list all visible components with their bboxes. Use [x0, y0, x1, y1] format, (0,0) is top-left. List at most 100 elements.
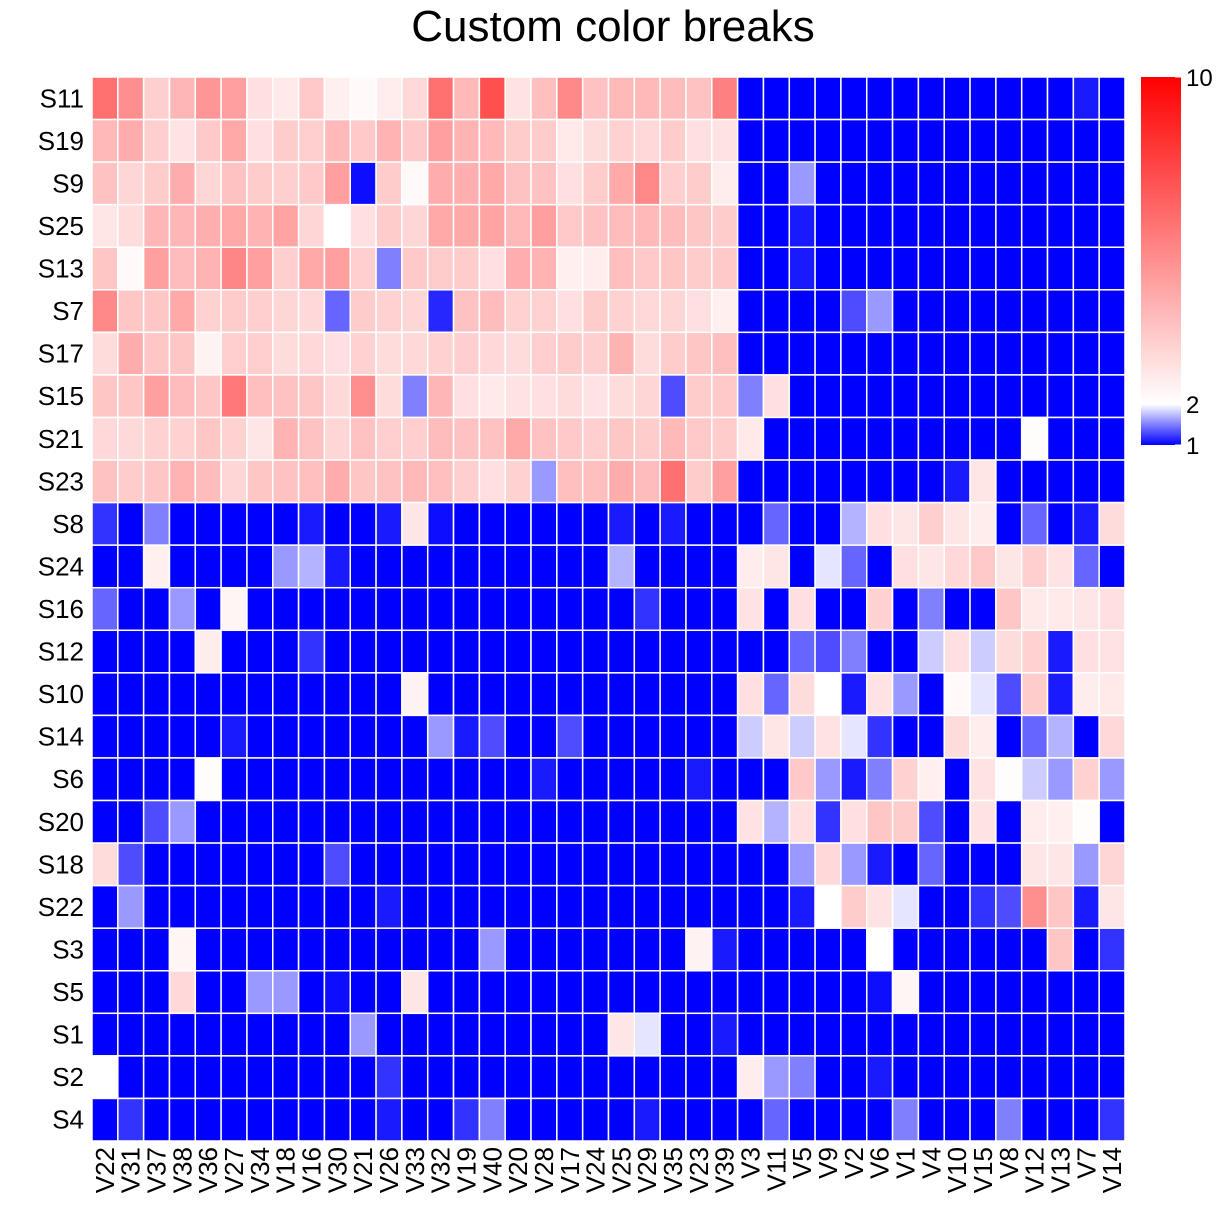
heatmap-cell-S24-V10: [943, 544, 971, 589]
heatmap-cell-S2-V5: [788, 1055, 816, 1100]
heatmap-cell-S3-V18: [272, 927, 300, 972]
heatmap-cell-S5-V14: [1098, 970, 1126, 1015]
heatmap-cell-S25-V12: [1020, 203, 1049, 248]
heatmap-cell-S24-V29: [633, 544, 661, 589]
heatmap-cell-S20-V27: [220, 799, 248, 844]
heatmap-cell-S5-V8: [995, 970, 1023, 1015]
heatmap-cell-S20-V8: [995, 799, 1023, 844]
heatmap-cell-S24-V36: [194, 544, 222, 589]
heatmap-cell-S6-V39: [711, 757, 739, 802]
heatmap-cell-S12-V2: [840, 629, 868, 674]
heatmap-cell-S4-V30: [323, 1097, 351, 1142]
heatmap-cell-S19-V2: [840, 118, 868, 163]
heatmap-cell-S11-V27: [220, 76, 248, 121]
heatmap-cell-S1-V6: [866, 1012, 894, 1057]
heatmap-cell-S4-V27: [220, 1097, 248, 1142]
heatmap-cell-S20-V28: [530, 799, 558, 844]
heatmap-cell-S14-V32: [426, 714, 455, 759]
heatmap-cell-S12-V19: [452, 629, 481, 674]
heatmap-cell-S22-V18: [272, 884, 300, 929]
heatmap-cell-S24-V16: [297, 544, 326, 589]
heatmap-cell-S16-V10: [943, 586, 971, 632]
heatmap-cell-S9-V35: [659, 161, 687, 206]
heatmap-cell-S25-V39: [711, 203, 739, 248]
row-label: S23: [38, 466, 84, 496]
heatmap-cell-S15-V39: [711, 374, 739, 419]
heatmap-cell-S7-V2: [840, 289, 868, 334]
heatmap-cell-S8-V31: [117, 501, 145, 546]
heatmap-cell-S22-V40: [478, 884, 506, 929]
heatmap-cell-S1-V13: [1046, 1012, 1075, 1057]
column-label: V8: [994, 1147, 1024, 1179]
heatmap-cell-S3-V26: [375, 927, 403, 972]
heatmap-cell-S11-V4: [917, 76, 945, 121]
heatmap-cell-S7-V40: [478, 289, 506, 334]
heatmap-cell-S17-V21: [349, 331, 377, 376]
heatmap-cell-S23-V15: [969, 459, 997, 504]
heatmap-cell-S23-V1: [891, 459, 920, 504]
heatmap-cell-S16-V30: [323, 586, 351, 632]
heatmap-cell-S8-V25: [607, 501, 636, 546]
heatmap-cell-S7-V32: [426, 289, 455, 334]
heatmap-cell-S10-V21: [349, 672, 377, 717]
heatmap-cell-S17-V17: [556, 331, 584, 376]
heatmap-cell-S18-V26: [375, 842, 403, 887]
column-label: V3: [736, 1147, 766, 1179]
heatmap-cell-S12-V33: [401, 629, 429, 674]
heatmap-cell-S15-V30: [323, 374, 351, 419]
heatmap-cell-S14-V26: [375, 714, 403, 759]
heatmap-cell-S25-V4: [917, 203, 945, 248]
heatmap-cell-S1-V11: [762, 1012, 791, 1057]
heatmap-cell-S8-V35: [659, 501, 687, 546]
heatmap-cell-S13-V2: [840, 246, 868, 291]
heatmap-cell-S3-V29: [633, 927, 661, 972]
heatmap-cell-S6-V20: [504, 757, 532, 802]
heatmap-cell-S10-V39: [711, 672, 739, 717]
heatmap-cell-S4-V36: [194, 1097, 222, 1142]
heatmap-cell-S22-V8: [995, 884, 1023, 929]
heatmap-cell-S17-V8: [995, 331, 1023, 376]
heatmap-cell-S5-V9: [814, 970, 842, 1015]
heatmap-cell-S11-V30: [323, 76, 351, 121]
heatmap-cell-S23-V34: [246, 459, 274, 504]
heatmap-cell-S22-V11: [762, 884, 791, 929]
heatmap-cell-S5-V24: [581, 970, 610, 1015]
row-label: S12: [38, 637, 84, 667]
heatmap-cell-S16-V28: [530, 586, 558, 632]
heatmap-cell-S10-V17: [556, 672, 584, 717]
heatmap-cell-S12-V7: [1072, 629, 1100, 674]
heatmap-cell-S20-V36: [194, 799, 222, 844]
heatmap-cell-S14-V14: [1098, 714, 1126, 759]
heatmap-cell-S15-V3: [736, 374, 765, 419]
heatmap-cell-S20-V25: [607, 799, 636, 844]
heatmap-cell-S24-V32: [426, 544, 455, 589]
heatmap-cell-S6-V6: [866, 757, 894, 802]
heatmap-cell-S19-V36: [194, 118, 222, 163]
heatmap-cell-S17-V14: [1098, 331, 1126, 376]
heatmap-cell-S9-V23: [685, 161, 713, 206]
heatmap-cell-S2-V17: [556, 1055, 584, 1100]
heatmap-cell-S2-V15: [969, 1055, 997, 1100]
heatmap-cell-S10-V6: [866, 672, 894, 717]
heatmap-cell-S5-V6: [866, 970, 894, 1015]
heatmap-cell-S19-V34: [246, 118, 274, 163]
heatmap-cell-S25-V20: [504, 203, 532, 248]
heatmap-cell-S23-V31: [117, 459, 145, 504]
heatmap-cell-S9-V13: [1046, 161, 1075, 206]
heatmap-cell-S19-V4: [917, 118, 945, 163]
heatmap-cell-S7-V36: [194, 289, 222, 334]
heatmap-cell-S5-V4: [917, 970, 945, 1015]
heatmap-cell-S25-V3: [736, 203, 765, 248]
heatmap-cell-S3-V14: [1098, 927, 1126, 972]
heatmap-cell-S22-V5: [788, 884, 816, 929]
heatmap-cell-S9-V37: [142, 161, 171, 206]
heatmap-cell-S25-V8: [995, 203, 1023, 248]
heatmap-cell-S24-V24: [581, 544, 610, 589]
heatmap-cell-S17-V15: [969, 331, 997, 376]
heatmap-cell-S22-V30: [323, 884, 351, 929]
heatmap-cell-S25-V38: [168, 203, 197, 248]
heatmap-cell-S9-V22: [91, 161, 119, 206]
heatmap-cell-S11-V39: [711, 76, 739, 121]
column-label: V22: [90, 1147, 120, 1193]
heatmap-cell-S1-V10: [943, 1012, 971, 1057]
